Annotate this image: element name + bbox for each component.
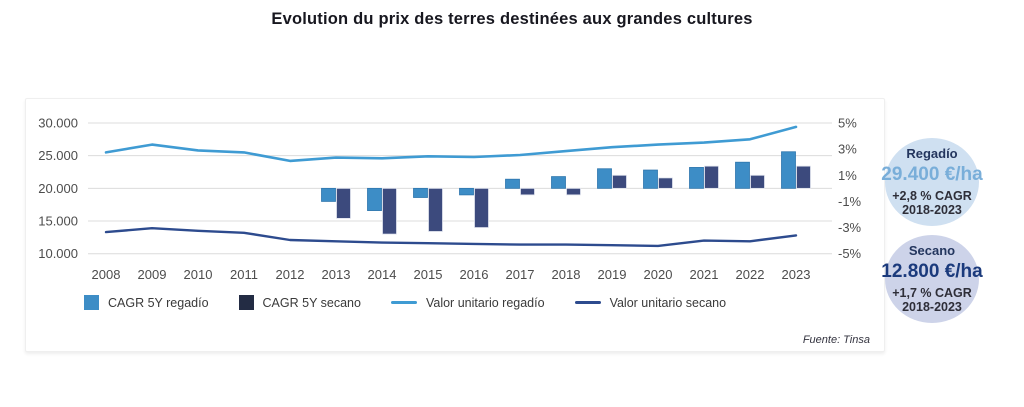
right-axis-labels: 5% 3% 1% -1% -3% -5% [838,116,862,262]
svg-text:15.000: 15.000 [38,214,78,229]
legend-label: Valor unitario regadío [425,295,545,310]
svg-text:2010: 2010 [184,267,213,282]
bar [428,187,443,232]
badge-secano: Secano 12.800 €/ha +1,7 % CAGR 2018-2023 [881,235,983,323]
bar [459,187,474,196]
svg-text:2020: 2020 [644,267,673,282]
bars-cagr-secano [336,165,811,235]
bars-cagr-regadio [321,151,796,211]
bar [689,167,704,189]
svg-text:1%: 1% [838,168,857,183]
badge-regadio-period: 2018-2023 [902,202,962,217]
bar [321,187,336,202]
svg-text:2023: 2023 [782,267,811,282]
price-evolution-plot: 30.000 25.000 20.000 15.000 10.000 5% 3% 1% -1% -… [38,116,862,283]
svg-text:2008: 2008 [92,267,121,282]
legend-item-cagr-secano: CAGR 5Y secano [238,295,361,310]
bar [658,177,673,189]
chart-title: Evolution du prix des terres destinées a… [271,10,753,28]
legend-label: Valor unitario secano [609,295,727,310]
svg-text:2011: 2011 [230,267,258,282]
svg-text:3%: 3% [838,142,857,157]
bar [566,187,581,196]
svg-text:2022: 2022 [736,267,765,282]
legend-item-cagr-regadio: CAGR 5Y regadío [84,295,209,310]
svg-text:2017: 2017 [506,267,535,282]
bar [382,187,397,235]
svg-text:2013: 2013 [322,267,351,282]
svg-text:30.000: 30.000 [38,116,78,131]
svg-text:2009: 2009 [138,267,167,282]
bar [505,178,520,189]
legend-item-valor-secano: Valor unitario secano [574,295,727,310]
badge-regadio-cagr: +2,8 % CAGR [892,188,972,203]
legend-label: CAGR 5Y secano [262,295,361,310]
bar [597,168,612,189]
badge-regadio-label: Regadío [906,145,958,161]
svg-text:-3%: -3% [838,220,862,235]
source-note: Fuente: Tinsa [802,334,870,346]
badge-secano-label: Secano [908,242,956,258]
svg-text:2014: 2014 [368,267,397,282]
bar [643,169,658,189]
bar [704,165,719,189]
chart-legend: CAGR 5Y regadío CAGR 5Y secano Valor uni… [84,295,726,310]
svg-text:2012: 2012 [276,267,305,282]
svg-text:-1%: -1% [838,194,862,209]
svg-text:10.000: 10.000 [38,246,78,261]
badge-secano-cagr: +1,7 % CAGR [892,285,972,300]
svg-text:5%: 5% [838,116,857,131]
bar [750,174,765,189]
badge-regadio: Regadío 29.400 €/ha +2,8 % CAGR 2018-202… [881,138,983,226]
legend-square-regadio-icon [84,295,99,310]
legend-label: CAGR 5Y regadío [108,295,209,310]
x-axis-labels: 2008 2009 2010 2011 2012 2013 2014 2015 2016 2017… [92,267,811,282]
bar [781,151,796,189]
bar [336,187,351,219]
badge-secano-period: 2018-2023 [902,299,962,314]
svg-text:2019: 2019 [598,267,627,282]
bar [796,165,811,189]
svg-text:-5%: -5% [838,246,862,261]
svg-text:20.000: 20.000 [38,181,78,196]
legend-square-secano-icon [238,295,254,310]
bar [551,176,566,189]
bar [413,187,428,198]
svg-text:25.000: 25.000 [38,148,78,163]
bar [612,174,627,189]
legend-line-regadio-icon [390,300,417,305]
bar [520,187,535,196]
bar [474,187,489,228]
svg-text:2018: 2018 [552,267,581,282]
svg-text:2015: 2015 [414,267,443,282]
line-valor-regadio [104,125,798,163]
left-axis-labels: 30.000 25.000 20.000 15.000 10.000 [38,116,78,262]
bar [735,161,750,189]
legend-line-secano-icon [574,300,601,305]
bar [367,187,382,211]
badge-regadio-value: 29.400 €/ha [881,163,983,185]
svg-text:2016: 2016 [460,267,489,282]
svg-text:2021: 2021 [690,267,719,282]
legend-item-valor-regadio: Valor unitario regadío [390,295,545,310]
line-valor-secano [104,226,798,248]
badge-secano-value: 12.800 €/ha [881,260,983,282]
chart-card: 30.000 25.000 20.000 15.000 10.000 5% 3% 1% -1% -… [25,98,885,352]
